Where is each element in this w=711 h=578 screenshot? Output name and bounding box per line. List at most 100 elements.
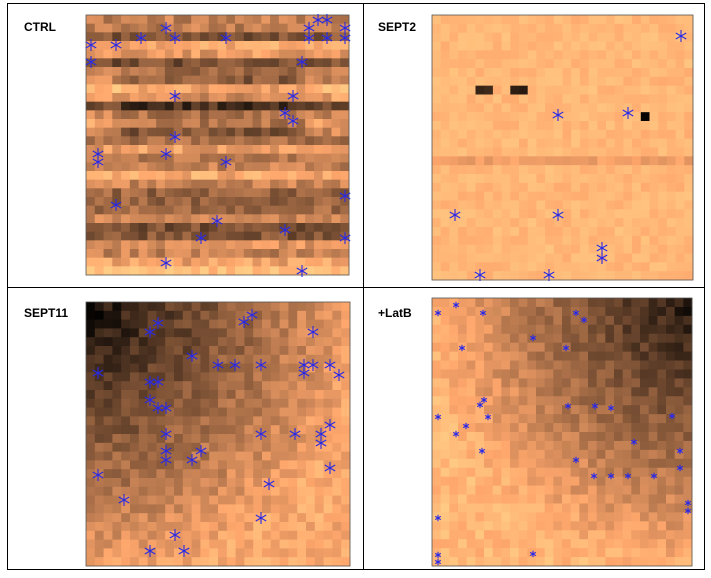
heatmap-cell [139,50,148,59]
heatmap-cell [623,165,632,174]
heatmap-cell [449,68,458,77]
heatmap-cell [580,201,589,210]
heatmap-cell [270,84,279,93]
heatmap-cell [200,522,209,531]
heatmap-cell [562,512,571,521]
heatmap-cell [615,15,624,24]
heatmap-cell [244,487,253,496]
heatmap-cell [675,396,684,405]
heatmap-cell [536,369,545,378]
heatmap-cell [104,320,113,329]
heatmap-cell [458,15,467,24]
heatmap-cell [675,352,684,361]
heatmap-cell [218,24,227,33]
heatmap-cell [209,522,218,531]
heatmap-cell [580,77,589,86]
heatmap-cell [545,24,554,33]
heatmap-cell [130,223,139,232]
heatmap-cell [501,548,510,557]
heatmap-cell [589,121,598,130]
heatmap-cell [323,180,332,189]
heatmap-cell [475,316,484,325]
heatmap-cell [519,369,528,378]
heatmap-cell [493,512,502,521]
heatmap-cell [331,110,340,119]
heatmap-cell [493,165,502,174]
heatmap-cell [632,218,641,227]
heatmap-cell [589,33,598,42]
heatmap-cell [192,364,201,373]
heatmap-cell [280,372,289,381]
heatmap-cell [589,227,598,236]
heatmap-cell [121,522,130,531]
heatmap-cell [493,539,502,548]
heatmap-cell [553,423,562,432]
heatmap-cell [340,180,349,189]
heatmap-cell [174,67,183,76]
heatmap-cell [121,58,130,67]
heatmap-cell [527,414,536,423]
heatmap-cell [341,346,350,355]
heatmap-cell [519,86,528,95]
heatmap-cell [502,139,511,148]
heatmap-cell [536,174,545,183]
heatmap-cell [227,487,236,496]
heatmap-cell [597,103,606,112]
heatmap-cell [563,254,572,263]
heatmap-cell [684,112,693,121]
heatmap-cell [510,521,519,530]
heatmap-cell [104,171,113,180]
heatmap-cell [528,209,537,218]
heatmap-cell [631,459,640,468]
heatmap-cell [288,416,297,425]
heatmap-cell [484,495,493,504]
heatmap-cell [156,128,165,137]
heatmap-cell [165,76,174,85]
heatmap-cell [458,236,467,245]
heatmap-cell [218,93,227,102]
heatmap-cell [579,325,588,334]
heatmap-cell [502,227,511,236]
heatmap-cell [182,214,191,223]
heatmap-cell [554,201,563,210]
heatmap-cell [605,512,614,521]
heatmap-cell [306,346,315,355]
heatmap-cell [112,15,121,24]
heatmap-cell [315,522,324,531]
heatmap-cell [315,346,324,355]
heatmap-cell [441,539,450,548]
heatmap-cell [571,254,580,263]
heatmap-cell [156,469,165,478]
heatmap-cell [553,325,562,334]
heatmap-cell [174,416,183,425]
heatmap-cell [332,346,341,355]
heatmap-cell [476,15,485,24]
heatmap-cell [545,33,554,42]
heatmap-cell [288,443,297,452]
heatmap-cell [340,119,349,128]
heatmap-cell [580,271,589,280]
heatmap-cell [235,24,244,33]
heatmap-cell [641,130,650,139]
heatmap-cell [632,130,641,139]
heatmap-cell [658,218,667,227]
heatmap-cell [484,95,493,104]
heatmap-cell [588,503,597,512]
heatmap-cell [527,477,536,486]
heatmap-cell [441,414,450,423]
heatmap-cell [130,110,139,119]
heatmap-cell [553,477,562,486]
heatmap-cell [676,50,685,59]
heatmap-cell [253,197,262,206]
heatmap-cell [280,522,289,531]
heatmap-cell [279,58,288,67]
heatmap-cell [244,548,253,557]
heatmap-cell [501,432,510,441]
heatmap-cell [165,425,174,434]
heatmap-cell [86,311,95,320]
heatmap-cell [261,232,270,241]
heatmap-cell [605,414,614,423]
heatmap-cell [86,93,95,102]
heatmap-cell [631,548,640,557]
heatmap-cell [332,522,341,531]
